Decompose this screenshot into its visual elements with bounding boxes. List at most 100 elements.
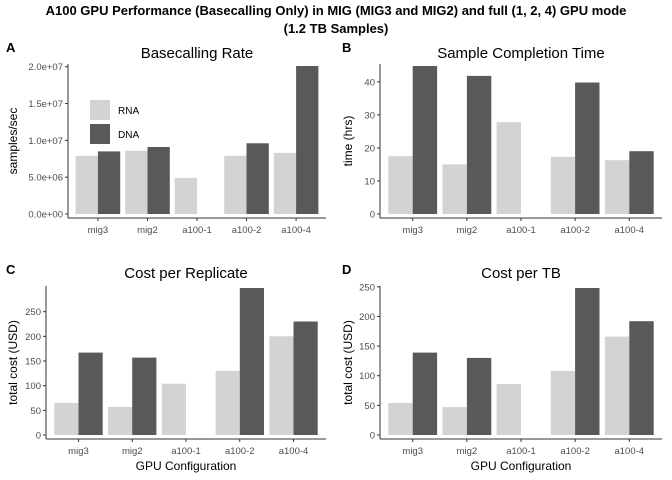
x-tick-label: a100-1 bbox=[171, 446, 201, 457]
panel-d: D Cost per TB 0 50 100 150 200 250 mig3 mig2 a100-… bbox=[341, 262, 662, 473]
bar-rna-a100-4 bbox=[604, 336, 630, 435]
bar-rna-a100-2 bbox=[224, 155, 247, 214]
y-tick-label: 50 bbox=[30, 406, 41, 417]
bar-rna-a100-2 bbox=[215, 370, 240, 435]
y-tick-label: 0 bbox=[370, 431, 375, 442]
y-tick-label: 30 bbox=[364, 110, 375, 121]
x-tick-label: mig3 bbox=[68, 446, 89, 457]
y-tick-label: 40 bbox=[364, 77, 375, 88]
y-tick-label: 250 bbox=[25, 307, 41, 318]
panel-tag: B bbox=[342, 40, 351, 55]
x-tick-label: a100-1 bbox=[182, 225, 212, 236]
y-tick-label: 250 bbox=[359, 282, 375, 293]
y-axis-label: samples/sec bbox=[6, 108, 20, 175]
panel-tag: C bbox=[6, 262, 16, 277]
bar-dna-a100-4 bbox=[629, 321, 654, 435]
bar-rna-mig2 bbox=[442, 164, 467, 214]
bar-dna-a100-4 bbox=[296, 66, 319, 214]
figure-title-line-2: (1.2 TB Samples) bbox=[283, 21, 389, 36]
y-tick-label: 50 bbox=[364, 401, 375, 412]
x-tick-label: mig2 bbox=[137, 225, 158, 236]
bar-rna-mig2 bbox=[125, 150, 148, 214]
bar-rna-mig3 bbox=[388, 156, 413, 214]
bar-dna-a100-2 bbox=[575, 82, 600, 214]
bar-rna-a100-4 bbox=[269, 336, 294, 435]
bar-rna-a100-2 bbox=[550, 156, 576, 214]
x-tick-label: mig2 bbox=[122, 446, 143, 457]
y-tick-label: 150 bbox=[25, 357, 41, 368]
bar-dna-a100-2 bbox=[246, 143, 269, 214]
figure-title: A100 GPU Performance (Basecalling Only) … bbox=[0, 2, 672, 38]
bar-rna-a100-4 bbox=[604, 160, 630, 214]
figure-title-line-1: A100 GPU Performance (Basecalling Only) … bbox=[45, 3, 627, 18]
x-tick-label: a100-4 bbox=[281, 225, 311, 236]
bar-dna-mig2 bbox=[466, 75, 492, 215]
bar-dna-a100-2 bbox=[239, 288, 264, 435]
bar-dna-a100-2 bbox=[575, 288, 600, 435]
x-tick-label: mig3 bbox=[402, 446, 423, 457]
bar-rna-mig2 bbox=[108, 406, 133, 435]
panel-a: A Basecalling Rate 0.0e+00 5.0e+06 1.0e+07 1.… bbox=[6, 40, 326, 236]
bar-dna-a100-4 bbox=[629, 151, 654, 214]
legend: RNA DNA bbox=[90, 100, 139, 144]
y-tick-label: 200 bbox=[359, 312, 375, 323]
y-axis-label: time (hrs) bbox=[341, 116, 355, 167]
x-tick-label: a100-2 bbox=[560, 225, 590, 236]
x-tick-label: a100-4 bbox=[279, 446, 309, 457]
x-tick-label: a100-2 bbox=[232, 225, 262, 236]
x-tick-label: mig2 bbox=[457, 446, 478, 457]
y-tick-label: 0.0e+00 bbox=[28, 210, 63, 221]
bar-dna-mig3 bbox=[412, 66, 438, 214]
y-tick-label: 1.0e+07 bbox=[28, 136, 63, 147]
bar-rna-a100-2 bbox=[550, 371, 576, 435]
y-tick-label: 2.0e+07 bbox=[28, 62, 63, 73]
x-tick-label: mig2 bbox=[457, 225, 478, 236]
x-tick-label: a100-2 bbox=[225, 446, 255, 457]
x-axis-label: GPU Configuration bbox=[136, 459, 237, 473]
bar-rna-a100-1 bbox=[496, 384, 521, 435]
y-axis-label: total cost (USD) bbox=[6, 320, 20, 405]
panel-b: B Sample Completion Time 0 10 20 30 40 mig3 mig2… bbox=[341, 40, 662, 236]
bar-rna-a100-1 bbox=[174, 177, 197, 214]
bar-dna-mig3 bbox=[412, 352, 438, 435]
legend-key-rna bbox=[90, 100, 110, 120]
x-axis-label: GPU Configuration bbox=[471, 459, 572, 473]
panel-tag: A bbox=[6, 40, 16, 55]
y-tick-label: 20 bbox=[364, 143, 375, 154]
y-tick-label: 100 bbox=[25, 381, 41, 392]
bar-dna-mig3 bbox=[97, 151, 121, 214]
legend-label-dna: DNA bbox=[118, 130, 139, 141]
bar-dna-mig2 bbox=[132, 357, 157, 435]
legend-key-dna bbox=[90, 124, 110, 144]
panel-title: Cost per TB bbox=[481, 265, 561, 282]
y-tick-label: 0 bbox=[370, 210, 375, 221]
x-tick-label: a100-1 bbox=[506, 225, 536, 236]
panel-title: Basecalling Rate bbox=[141, 45, 254, 62]
x-tick-label: a100-4 bbox=[614, 446, 644, 457]
panel-title: Sample Completion Time bbox=[437, 45, 605, 62]
bar-rna-mig3 bbox=[388, 403, 413, 435]
y-axis-label: total cost (USD) bbox=[341, 320, 355, 405]
x-tick-label: a100-1 bbox=[506, 446, 536, 457]
x-tick-label: mig3 bbox=[402, 225, 423, 236]
bar-dna-a100-4 bbox=[293, 321, 318, 435]
panel-tag: D bbox=[342, 262, 351, 277]
panel-c: C Cost per Replicate 0 50 100 150 200 250 mig3 mi… bbox=[6, 262, 326, 473]
y-tick-label: 10 bbox=[364, 176, 375, 187]
bar-dna-mig2 bbox=[466, 357, 492, 435]
x-tick-label: a100-2 bbox=[560, 446, 590, 457]
legend-label-rna: RNA bbox=[118, 106, 139, 117]
bar-rna-mig3 bbox=[75, 155, 98, 214]
bar-rna-mig3 bbox=[54, 402, 79, 435]
y-tick-label: 5.0e+06 bbox=[28, 173, 63, 184]
bar-rna-mig2 bbox=[442, 407, 467, 435]
x-tick-label: a100-4 bbox=[614, 225, 644, 236]
bar-dna-mig2 bbox=[147, 147, 170, 214]
bar-rna-a100-1 bbox=[496, 122, 521, 214]
y-tick-label: 1.5e+07 bbox=[28, 99, 63, 110]
panel-title: Cost per Replicate bbox=[124, 265, 247, 282]
bar-dna-mig3 bbox=[78, 352, 103, 435]
bar-rna-a100-4 bbox=[273, 152, 297, 214]
y-tick-label: 200 bbox=[25, 332, 41, 343]
